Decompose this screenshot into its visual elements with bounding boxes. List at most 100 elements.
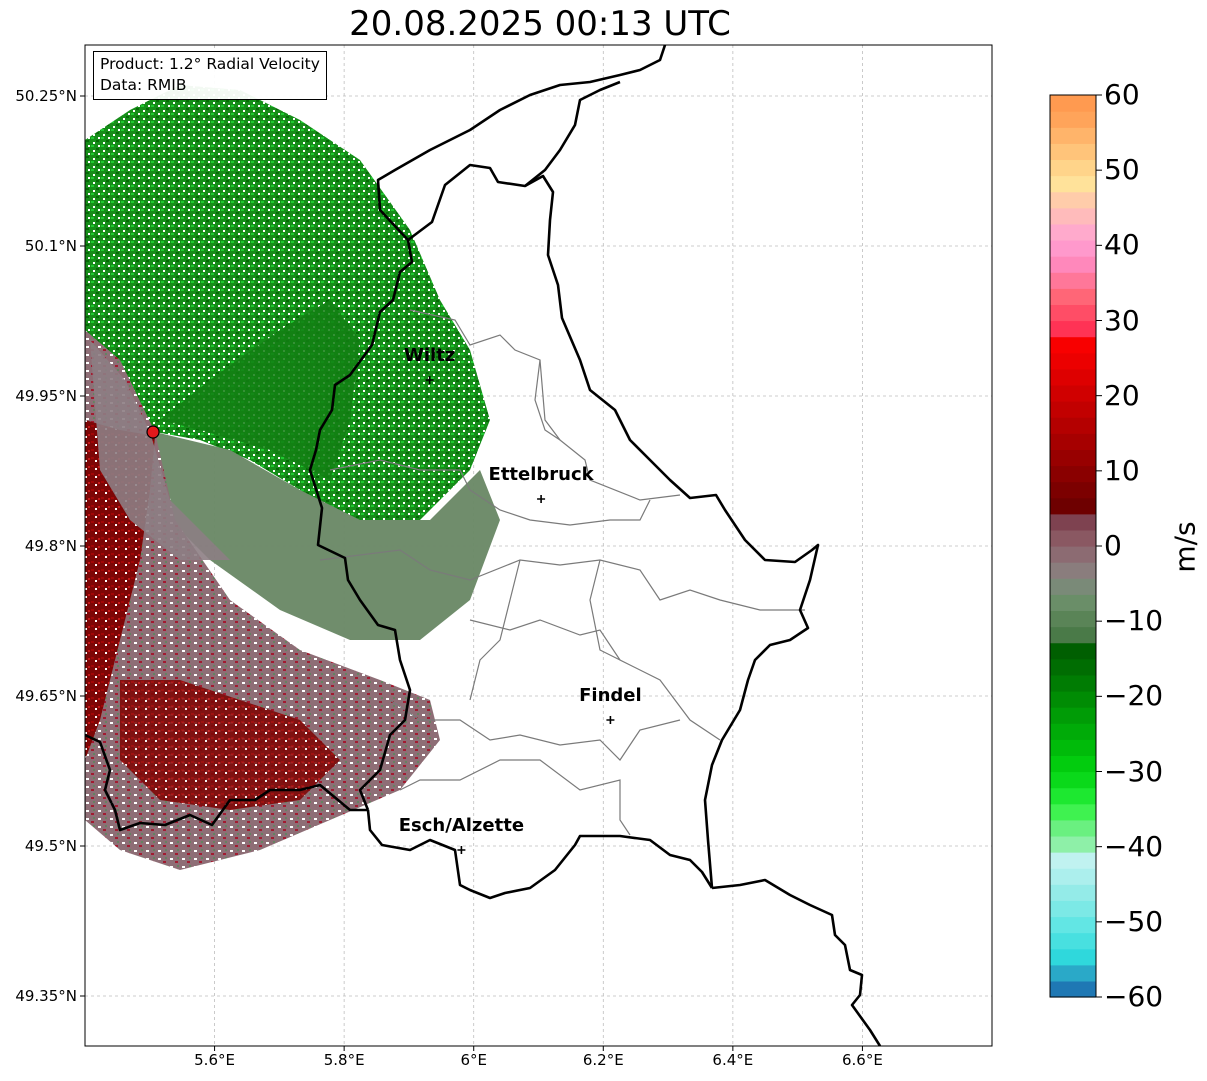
colorbar-segment — [1050, 546, 1096, 563]
city-label-wiltz: Wiltz — [404, 345, 456, 366]
colorbar-tick-label: −60 — [1104, 980, 1164, 1013]
colorbar-segment — [1050, 368, 1096, 386]
colorbar-segment — [1050, 449, 1096, 467]
colorbar-segment — [1050, 932, 1096, 950]
colorbar-segment — [1050, 336, 1096, 354]
colorbar-segment — [1050, 95, 1096, 112]
colorbar-segment — [1050, 529, 1096, 547]
colorbar-tick-label: 30 — [1104, 303, 1140, 337]
border-be-lu — [308, 239, 414, 811]
colorbar-segment — [1050, 352, 1096, 370]
colorbar-segment — [1050, 384, 1096, 402]
colorbar-tick-label: 50 — [1104, 153, 1140, 187]
inbound-echo-core — [160, 300, 360, 480]
colorbar-segment — [1050, 819, 1096, 837]
data-source-label: Data: RMIB — [100, 76, 187, 94]
border-lu-fr — [366, 809, 714, 900]
colorbar-segment — [1050, 916, 1096, 934]
lat-tick-label: 49.5°N — [24, 837, 77, 855]
colorbar-tick-label: 20 — [1104, 378, 1140, 412]
lat-tick-label: 49.65°N — [15, 687, 77, 705]
colorbar-segment — [1050, 594, 1096, 612]
colorbar-segment — [1050, 835, 1096, 853]
colorbar-segment — [1050, 771, 1096, 789]
lon-tick-label: 6.2°E — [582, 1051, 624, 1069]
colorbar-tick-label: 10 — [1104, 453, 1140, 487]
lat-tick-label: 49.35°N — [15, 987, 77, 1005]
lon-tick-label: 5.8°E — [323, 1051, 365, 1069]
colorbar-segment — [1050, 207, 1096, 225]
colorbar-segment — [1050, 481, 1096, 499]
colorbar-tick-label: 0 — [1104, 529, 1122, 562]
colorbar-segment — [1050, 884, 1096, 901]
colorbar-tick-label: −10 — [1104, 604, 1164, 638]
city-marker — [537, 495, 546, 503]
map-canvas — [85, 45, 992, 1046]
colorbar-segment — [1050, 223, 1096, 241]
colorbar-segment — [1050, 562, 1096, 579]
city-label-findel: Findel — [579, 685, 642, 706]
product-info-box: Product: 1.2° Radial Velocity Data: RMIB — [93, 51, 327, 100]
near-zero-echo-area — [150, 432, 500, 640]
near-zero-core — [90, 340, 230, 560]
colorbar-segment — [1050, 852, 1096, 869]
colorbar-segment — [1050, 320, 1096, 338]
colorbar-segment — [1050, 900, 1096, 918]
colorbar-segment — [1050, 610, 1096, 628]
radar-site-marker — [146, 425, 160, 439]
colorbar-segment — [1050, 868, 1096, 885]
colorbar-segment — [1050, 948, 1096, 966]
colorbar-tick-label: −30 — [1104, 754, 1164, 788]
colorbar-segment — [1050, 658, 1096, 676]
lat-tick-marks — [80, 95, 85, 997]
colorbar-segment — [1050, 674, 1096, 692]
colorbar-segment — [1050, 513, 1096, 531]
colorbar-segment — [1050, 964, 1096, 982]
colorbar-segment — [1050, 497, 1096, 515]
colorbar-segment — [1050, 417, 1096, 434]
colorbar-segment — [1050, 755, 1096, 773]
colorbar-segment — [1050, 175, 1096, 193]
colorbar-segment — [1050, 465, 1096, 483]
lat-tick-label: 50.1°N — [24, 237, 77, 255]
outbound-echo-south — [120, 680, 340, 810]
lon-tick-marks — [214, 1046, 863, 1051]
colorbar-segment — [1050, 707, 1096, 724]
colorbar-segment — [1050, 239, 1096, 257]
colorbar-segment — [1050, 433, 1096, 450]
admin-boundaries — [319, 309, 805, 836]
colorbar-segment — [1050, 288, 1096, 305]
border-be-de — [376, 45, 667, 241]
city-marker — [606, 716, 615, 724]
colorbar-segment — [1050, 191, 1096, 209]
border-be-fr — [85, 733, 368, 832]
lat-tick-label: 50.25°N — [15, 87, 77, 105]
colorbar-segment — [1050, 143, 1096, 161]
colorbar-segment — [1050, 723, 1096, 740]
colorbar-segment — [1050, 401, 1096, 418]
city-marker — [425, 376, 434, 384]
border-lu-de — [407, 163, 820, 889]
border-de-fr — [711, 878, 882, 1046]
city-markers — [425, 376, 615, 854]
colorbar-segment — [1050, 159, 1096, 177]
colorbar-segment — [1050, 578, 1096, 595]
city-marker — [457, 846, 466, 854]
colorbar-segment — [1050, 642, 1096, 660]
product-label: Product: 1.2° Radial Velocity — [100, 55, 320, 73]
colorbar-tick-label: −40 — [1104, 829, 1164, 863]
map-title: 20.08.2025 00:13 UTC — [349, 4, 731, 44]
lon-tick-label: 6°E — [460, 1051, 487, 1069]
colorbar-unit-label: m/s — [1168, 521, 1202, 573]
colorbar-tick-label: −50 — [1104, 904, 1164, 938]
colorbar-segment — [1050, 304, 1096, 322]
lon-tick-label: 6.4°E — [712, 1051, 754, 1069]
colorbar-segment — [1050, 626, 1096, 644]
colorbar-segment — [1050, 127, 1096, 144]
country-borders — [85, 45, 882, 1046]
lon-tick-label: 5.6°E — [194, 1051, 235, 1069]
border-de-lu-north — [524, 80, 621, 188]
colorbar-tick-marks — [1096, 94, 1102, 998]
colorbar-segment — [1050, 739, 1096, 756]
